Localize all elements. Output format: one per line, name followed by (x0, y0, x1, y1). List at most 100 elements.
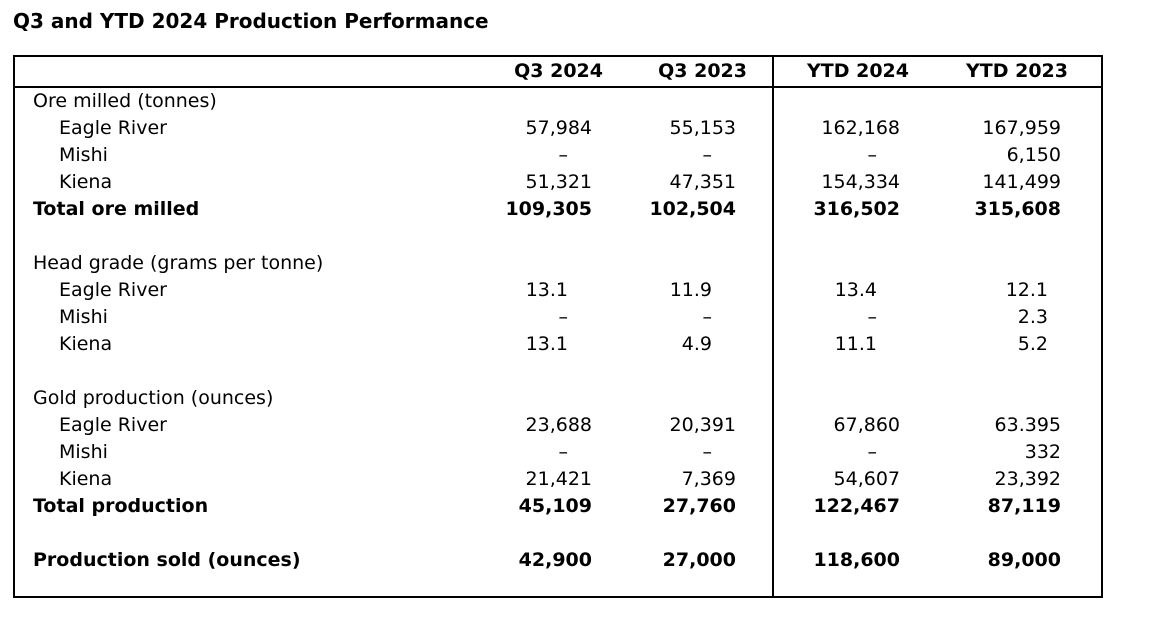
cell-value: 63.395 (994, 414, 1061, 437)
cell-value: – (867, 144, 878, 167)
cell-value (910, 358, 1101, 385)
row-label: Mishi (59, 441, 108, 464)
column-header: Q3 2024 (460, 57, 605, 88)
cell-value: – (558, 441, 569, 464)
cell-value: 45,109 (518, 495, 592, 518)
cell-value: 167,959 (982, 117, 1061, 140)
cell-value (605, 87, 774, 115)
row-label: Kiena (59, 171, 113, 194)
cell-value: – (605, 439, 774, 466)
row-label: Mishi (59, 144, 108, 167)
cell-value (773, 385, 910, 412)
table-row: Kiena 13.1 4.9 11.1 5.2 (15, 331, 1101, 358)
cell-value: – (558, 306, 569, 329)
table-row: Total ore milled 109,305 102,504 316,502 315… (15, 196, 1101, 223)
row-label (15, 358, 460, 385)
cell-value (460, 87, 605, 115)
page-title: Q3 and YTD 2024 Production Performance (13, 9, 489, 33)
table-row: Kiena 21,421 7,369 54,607 23,392 (15, 466, 1101, 493)
table-row: Mishi – – – 6,150 (15, 142, 1101, 169)
cell-value: 21,421 (525, 468, 592, 491)
row-label: Total ore milled (33, 198, 200, 221)
header-spacer-cell (15, 57, 460, 88)
spacer-cell (773, 574, 910, 596)
cell-value (773, 250, 910, 277)
cell-value (910, 87, 1101, 115)
cell-value: 89,000 (987, 549, 1061, 572)
row-label: Gold production (ounces) (33, 387, 274, 410)
row-label: Eagle River (59, 117, 167, 140)
cell-value (605, 250, 774, 277)
table-row: Total production 45,109 27,760 122,467 87,11… (15, 493, 1101, 520)
spacer-row (15, 574, 1101, 596)
cell-value: 332 (1024, 441, 1061, 464)
row-label: Kiena (59, 333, 113, 356)
cell-value (460, 250, 605, 277)
cell-value: 42,900 (518, 549, 592, 572)
row-label: Mishi (59, 306, 108, 329)
spacer-cell (460, 574, 605, 596)
spacer-cell (605, 574, 774, 596)
table-row: Eagle River 13.1 11.9 13.4 12.1 (15, 277, 1101, 304)
cell-value (773, 520, 910, 547)
table-row (15, 520, 1101, 547)
table-row: Eagle River 57,984 55,153 162,168 167,959 (15, 115, 1101, 142)
table-row (15, 223, 1101, 250)
column-header: YTD 2024 (773, 57, 910, 88)
table-body: Ore milled (tonnes) Eagle River 57,984 55,1… (15, 87, 1101, 596)
table-row: Kiena 51,321 47,351 154,334 141,499 (15, 169, 1101, 196)
cell-value: 12.1 (1005, 279, 1048, 302)
cell-value (605, 520, 774, 547)
column-header: YTD 2023 (910, 57, 1101, 88)
row-label: Eagle River (59, 414, 167, 437)
cell-value: 154,334 (821, 171, 900, 194)
cell-value: 55,153 (605, 115, 774, 142)
cell-value: 109,305 (505, 198, 592, 221)
cell-value: 13.1 (525, 333, 568, 356)
row-label: Ore milled (tonnes) (33, 90, 217, 113)
table-row: Eagle River 23,688 20,391 67,860 63.395 (15, 412, 1101, 439)
cell-value: 13.4 (834, 279, 877, 302)
cell-value (910, 385, 1101, 412)
production-table: Q3 2024 Q3 2023 YTD 2024 YTD 2023 Ore mille… (15, 57, 1101, 596)
spacer-cell (15, 574, 460, 596)
cell-value: 13.1 (525, 279, 568, 302)
cell-value: 47,351 (605, 169, 774, 196)
cell-value: 23,688 (525, 414, 592, 437)
cell-value: 54,607 (833, 468, 900, 491)
cell-value (460, 520, 605, 547)
cell-value (460, 385, 605, 412)
cell-value: 5.2 (1017, 333, 1048, 356)
cell-value: – (867, 306, 878, 329)
cell-value (910, 250, 1101, 277)
cell-value (605, 223, 774, 250)
cell-value (910, 520, 1101, 547)
spacer-cell (910, 574, 1101, 596)
cell-value: – (605, 142, 774, 169)
table-row: Head grade (grams per tonne) (15, 250, 1101, 277)
table-row: Mishi – – – 332 (15, 439, 1101, 466)
cell-value: 118,600 (813, 549, 900, 572)
cell-value (910, 223, 1101, 250)
cell-value: 315,608 (974, 198, 1061, 221)
cell-value: 162,168 (821, 117, 900, 140)
cell-value: 51,321 (525, 171, 592, 194)
cell-value: 4.9 (605, 331, 774, 358)
cell-value: 102,504 (605, 196, 774, 223)
table-row: Ore milled (tonnes) (15, 87, 1101, 115)
cell-value: 316,502 (813, 198, 900, 221)
cell-value: 11.1 (834, 333, 877, 356)
cell-value: – (558, 144, 569, 167)
cell-value: 2.3 (1017, 306, 1048, 329)
header-row: Q3 2024 Q3 2023 YTD 2024 YTD 2023 (15, 57, 1101, 88)
cell-value (773, 87, 910, 115)
cell-value: 23,392 (994, 468, 1061, 491)
cell-value: 6,150 (1006, 144, 1061, 167)
table-row: Gold production (ounces) (15, 385, 1101, 412)
cell-value: 27,000 (605, 547, 774, 574)
cell-value (460, 358, 605, 385)
row-label (15, 223, 460, 250)
cell-value (773, 223, 910, 250)
cell-value (773, 358, 910, 385)
row-label: Head grade (grams per tonne) (33, 252, 324, 275)
